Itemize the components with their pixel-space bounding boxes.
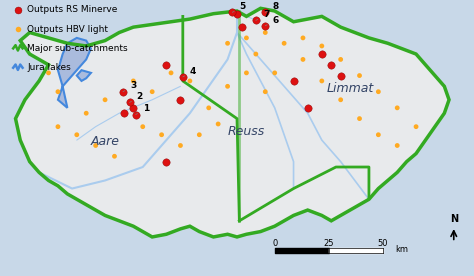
Point: [163, 63, 170, 67]
Point: [290, 79, 297, 83]
Point: [139, 124, 146, 129]
Text: 7: 7: [256, 10, 269, 20]
Point: [214, 122, 222, 126]
Text: Limmat: Limmat: [327, 82, 374, 95]
Text: Major sub-catchments: Major sub-catchments: [27, 44, 128, 53]
Point: [101, 97, 109, 102]
Point: [238, 25, 246, 29]
Point: [224, 84, 231, 89]
Text: 2: 2: [129, 92, 143, 102]
Polygon shape: [58, 38, 91, 108]
Text: Outputs HBV light: Outputs HBV light: [27, 25, 108, 33]
Text: 6: 6: [265, 15, 279, 26]
Point: [228, 10, 236, 15]
Point: [73, 132, 81, 137]
Text: 4: 4: [183, 67, 196, 77]
Point: [158, 132, 165, 137]
Point: [119, 89, 127, 94]
Point: [337, 97, 345, 102]
Point: [54, 89, 62, 94]
Text: Outputs RS Minerve: Outputs RS Minerve: [27, 5, 118, 14]
Point: [243, 71, 250, 75]
Point: [318, 79, 326, 83]
Point: [179, 75, 187, 79]
Point: [205, 106, 212, 110]
Point: [120, 111, 128, 115]
Point: [337, 57, 345, 62]
Point: [148, 89, 156, 94]
Text: Aare: Aare: [91, 136, 119, 148]
Point: [393, 143, 401, 148]
Text: 5: 5: [232, 2, 246, 12]
Point: [262, 10, 269, 15]
Point: [318, 52, 326, 56]
Text: 8: 8: [265, 2, 279, 12]
Polygon shape: [16, 8, 449, 237]
Text: 1: 1: [136, 104, 149, 115]
Point: [129, 106, 137, 110]
Point: [177, 97, 184, 102]
Point: [82, 111, 90, 115]
Point: [54, 124, 62, 129]
Point: [299, 36, 307, 40]
Point: [186, 79, 194, 83]
Point: [92, 143, 100, 148]
Point: [393, 106, 401, 110]
Point: [224, 41, 231, 46]
Point: [271, 71, 279, 75]
Point: [299, 57, 307, 62]
Point: [233, 12, 241, 16]
Text: 25: 25: [324, 239, 334, 248]
Point: [163, 160, 170, 164]
Point: [111, 154, 118, 158]
Point: [167, 71, 175, 75]
Point: [337, 73, 345, 78]
Point: [252, 18, 260, 23]
Point: [262, 30, 269, 35]
Point: [356, 116, 363, 121]
Point: [45, 71, 52, 75]
Point: [374, 132, 382, 137]
Point: [280, 41, 288, 46]
Point: [412, 124, 420, 129]
Polygon shape: [77, 70, 91, 81]
Point: [195, 132, 203, 137]
Point: [328, 63, 335, 67]
Point: [129, 79, 137, 83]
Point: [252, 52, 260, 56]
Point: [356, 73, 363, 78]
Point: [304, 106, 311, 110]
Point: [126, 100, 133, 105]
Point: [262, 89, 269, 94]
Text: Reuss: Reuss: [228, 125, 265, 138]
Text: Jura lakes: Jura lakes: [27, 63, 71, 72]
Point: [132, 112, 139, 117]
Point: [318, 44, 326, 48]
Point: [262, 23, 269, 28]
Point: [177, 143, 184, 148]
Text: 50: 50: [378, 239, 388, 248]
Text: 0: 0: [272, 239, 277, 248]
Point: [243, 36, 250, 40]
Text: N: N: [450, 214, 458, 224]
Point: [374, 89, 382, 94]
Text: 3: 3: [123, 81, 137, 92]
Text: km: km: [395, 245, 408, 254]
